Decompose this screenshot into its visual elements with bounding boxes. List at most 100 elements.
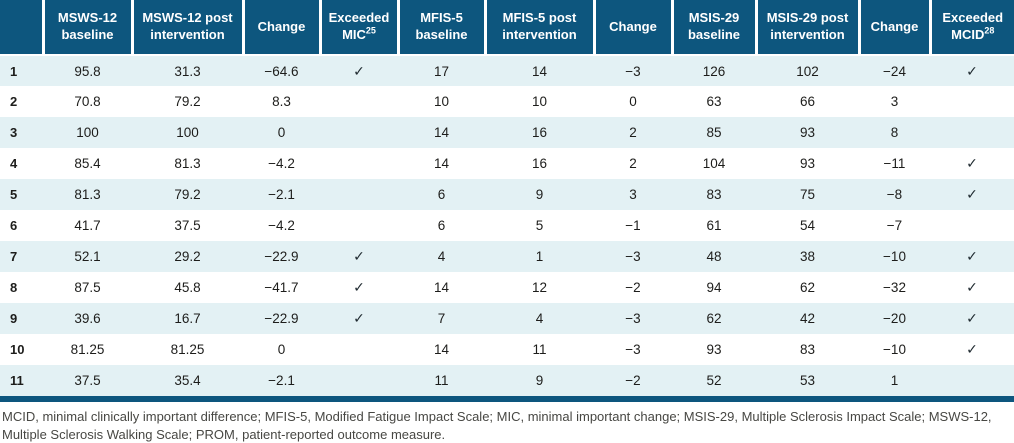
cell-value-mfis5-post: 5	[535, 218, 544, 233]
column-header-msws12-change: Change	[243, 0, 322, 56]
cell-value-msis29-baseline: 61	[706, 218, 722, 233]
cell-value-exceeded-mic	[320, 86, 398, 117]
cell-value-msis29-post: 93	[799, 156, 816, 171]
cell-value-mfis5-change: −1	[625, 218, 641, 233]
column-header-msis29-change: Change	[859, 0, 932, 56]
cell-value-mfis5-baseline: 11	[434, 373, 449, 388]
cell-value-msis29-post: 93	[799, 125, 816, 140]
column-header-mfis5-post: MFIS-5 post intervention	[485, 0, 596, 56]
cell-value-msws12-change: 8.3	[272, 94, 291, 109]
column-header-msis29-post: MSIS-29 post intervention	[756, 0, 861, 56]
column-header-mfis5-baseline: MFIS-5 baseline	[398, 0, 487, 56]
cell-value-msis29-baseline: 63	[706, 94, 722, 109]
cell-value-mfis5-baseline: 4	[437, 249, 446, 264]
cell-value-msis29-change: −32	[883, 280, 906, 295]
cell-value-mfis5-change: −2	[625, 373, 641, 388]
cell-value-mfis5-change: −3	[625, 311, 641, 326]
cell-value-msws12-post: 79.2	[174, 187, 201, 202]
cell-value-mfis5-baseline: 17	[433, 63, 450, 79]
cell-value-msis29-change: −7	[886, 218, 903, 233]
reference-superscript: 28	[984, 25, 995, 36]
cell-value-mfis5-post: 9	[535, 187, 544, 202]
checkmark-icon: ✓	[966, 341, 978, 357]
table-row: 7 52.1 29.2 −22.9 ✓ 4 1 −3 48 38 −10 ✓	[0, 241, 1014, 272]
row-number: 10	[10, 342, 25, 357]
row-number: 5	[10, 187, 18, 202]
column-header-msis29-baseline: MSIS-29 baseline	[672, 0, 758, 56]
cell-value-msws12-baseline: 39.6	[74, 311, 101, 326]
cell-value-mfis5-post: 11	[532, 342, 547, 357]
cell-value-exceeded-mic	[320, 210, 398, 241]
cell-value-msws12-change: −4.2	[268, 156, 295, 171]
cell-value-msis29-post: 54	[799, 218, 816, 233]
cell-value-msws12-change: 0	[277, 342, 286, 357]
column-header-msws12-post: MSWS-12 post intervention	[132, 0, 245, 56]
cell-value-exceeded-mcid	[930, 86, 1014, 117]
checkmark-icon: ✓	[966, 279, 978, 295]
cell-value-msws12-change: −41.7	[264, 280, 299, 295]
row-number: 8	[10, 280, 18, 295]
cell-value-exceeded-mic	[320, 179, 398, 210]
cell-value-msis29-post: 53	[799, 373, 816, 388]
cell-value-exceeded-mic	[320, 334, 398, 365]
table-row: 3 100 100 0 14 16 2 85 93 8	[0, 117, 1014, 148]
row-number: 1	[10, 63, 18, 79]
cell-value-msis29-post: 75	[799, 187, 816, 202]
cell-value-msis29-baseline: 62	[706, 311, 722, 326]
cell-value-msis29-post: 102	[796, 63, 819, 79]
cell-value-msws12-baseline: 100	[76, 125, 99, 140]
cell-value-mfis5-baseline: 14	[433, 156, 450, 171]
cell-value-msis29-change: −24	[883, 63, 906, 79]
cell-value-msis29-change: 8	[890, 125, 899, 140]
cell-value-msws12-post: 100	[176, 125, 199, 140]
cell-value-exceeded-mcid	[930, 365, 1014, 396]
row-number: 4	[10, 156, 18, 171]
cell-value-msws12-change: −2.1	[268, 187, 295, 202]
cell-value-msis29-post: 62	[799, 280, 816, 295]
cell-value-mfis5-change: −2	[625, 280, 641, 295]
table-row: 10 81.25 81.25 0 14 11 −3 93 83 −10 ✓	[0, 334, 1014, 365]
cell-value-exceeded-mic	[320, 148, 398, 179]
cell-value-msis29-change: −20	[883, 311, 906, 326]
column-header-exceeded-mcid: Exceeded MCID28	[930, 0, 1014, 56]
patient-outcomes-table: MSWS-12 baseline MSWS-12 post interventio…	[0, 0, 1014, 396]
cell-value-msws12-post: 45.8	[174, 280, 201, 295]
checkmark-icon: ✓	[353, 248, 365, 264]
cell-value-msws12-baseline: 81.3	[74, 187, 101, 202]
cell-value-mfis5-post: 10	[531, 94, 548, 109]
column-header-msws12-baseline: MSWS-12 baseline	[43, 0, 134, 56]
table-header: MSWS-12 baseline MSWS-12 post interventio…	[0, 0, 1014, 56]
checkmark-icon: ✓	[353, 310, 365, 326]
table-row: 6 41.7 37.5 −4.2 6 5 −1 61 54 −7	[0, 210, 1014, 241]
cell-value-msis29-baseline: 52	[706, 373, 722, 388]
cell-value-msws12-baseline: 37.5	[74, 373, 101, 388]
cell-value-mfis5-baseline: 14	[433, 342, 450, 357]
cell-value-msis29-baseline: 48	[706, 249, 722, 264]
cell-value-msis29-baseline: 94	[706, 280, 722, 295]
cell-value-msws12-change: −22.9	[264, 249, 299, 264]
cell-value-exceeded-mic	[320, 365, 398, 396]
cell-value-msis29-change: −10	[883, 342, 906, 357]
cell-value-mfis5-change: −3	[625, 63, 641, 79]
cell-value-msis29-baseline: 104	[702, 156, 726, 171]
checkmark-icon: ✓	[353, 279, 365, 295]
cell-value-mfis5-post: 9	[535, 373, 544, 388]
cell-value-msis29-baseline: 93	[706, 342, 722, 357]
cell-value-exceeded-mcid	[930, 210, 1014, 241]
cell-value-msis29-change: −8	[886, 187, 903, 202]
cell-value-mfis5-baseline: 14	[433, 125, 450, 140]
checkmark-icon: ✓	[353, 62, 365, 79]
cell-value-msws12-baseline: 81.25	[70, 342, 105, 357]
cell-value-mfis5-change: 2	[629, 156, 637, 171]
cell-value-mfis5-change: 2	[629, 125, 637, 140]
checkmark-icon: ✓	[966, 310, 978, 326]
table-row: 2 70.8 79.2 8.3 10 10 0 63 66 3	[0, 86, 1014, 117]
cell-value-msis29-baseline: 126	[702, 63, 726, 79]
table-row: 4 85.4 81.3 −4.2 14 16 2 104 93 −11 ✓	[0, 148, 1014, 179]
checkmark-icon: ✓	[966, 155, 978, 171]
cell-value-msws12-post: 35.4	[174, 373, 201, 388]
table-header-row: MSWS-12 baseline MSWS-12 post interventio…	[0, 0, 1014, 56]
cell-value-msws12-change: −22.9	[264, 311, 299, 326]
cell-value-msws12-post: 81.3	[174, 156, 201, 171]
